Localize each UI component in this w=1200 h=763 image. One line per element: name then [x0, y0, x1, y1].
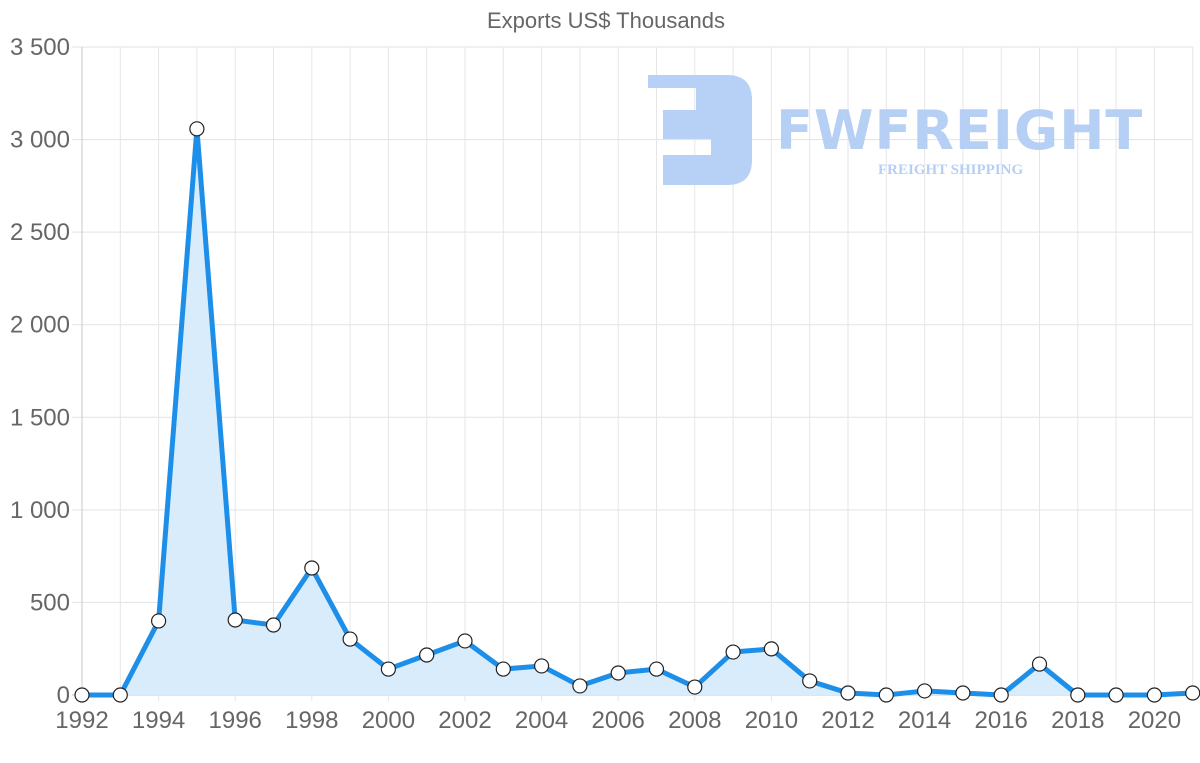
y-tick-label: 500	[30, 589, 70, 616]
y-axis-ticks: 0 500 1 000 1 500 2 000 2 500 3 000 3 500	[10, 34, 70, 709]
data-point-1992[interactable]	[74, 687, 90, 703]
data-point-2001[interactable]	[419, 647, 435, 663]
data-point-1997[interactable]	[265, 617, 282, 633]
x-tick-label: 2004	[515, 707, 568, 734]
data-point-2020[interactable]	[1146, 687, 1163, 703]
data-point-1993[interactable]	[112, 687, 128, 703]
chart-title: Exports US$ Thousands	[486, 8, 726, 33]
y-tick-label: 1 500	[10, 404, 70, 431]
x-tick-label: 1998	[285, 707, 338, 734]
data-point-2006[interactable]	[610, 665, 626, 681]
y-tick-label: 2 000	[10, 312, 70, 339]
data-point-2015[interactable]	[955, 685, 971, 701]
x-tick-label: 2008	[668, 707, 721, 734]
x-tick-label: 2020	[1128, 707, 1181, 734]
data-point-2012[interactable]	[840, 685, 856, 701]
data-point-2002[interactable]	[457, 633, 473, 649]
data-point-2018[interactable]	[1070, 687, 1086, 703]
data-points	[74, 121, 1200, 703]
data-point-2005[interactable]	[572, 678, 588, 694]
x-tick-label: 2002	[438, 707, 491, 734]
data-point-2011[interactable]	[802, 673, 818, 689]
data-point-2000[interactable]	[380, 661, 396, 677]
data-point-2007[interactable]	[648, 661, 665, 677]
data-point-2010[interactable]	[763, 641, 780, 657]
x-tick-label: 2018	[1051, 707, 1104, 734]
y-tick-label: 3 500	[10, 34, 70, 61]
data-point-2008[interactable]	[687, 679, 703, 695]
y-tick-label: 0	[57, 682, 70, 709]
data-point-1998[interactable]	[304, 560, 320, 576]
x-tick-label: 2006	[592, 707, 645, 734]
x-tick-label: 2010	[745, 707, 798, 734]
x-tick-label: 2012	[821, 707, 874, 734]
y-tick-label: 3 000	[10, 127, 70, 154]
data-point-2014[interactable]	[916, 683, 933, 699]
x-tick-label: 1992	[55, 707, 108, 734]
data-point-2016[interactable]	[993, 687, 1009, 703]
data-point-2017[interactable]	[1031, 656, 1048, 672]
data-point-2019[interactable]	[1108, 687, 1124, 703]
x-tick-label: 2014	[898, 707, 951, 734]
x-tick-label: 1994	[132, 707, 185, 734]
x-tick-label: 1996	[209, 707, 262, 734]
y-tick-label: 2 500	[10, 219, 70, 246]
data-line	[79, 126, 1196, 698]
x-tick-label: 2016	[975, 707, 1028, 734]
data-point-1994[interactable]	[151, 613, 167, 629]
watermark-brand: FWFREIGHT	[776, 99, 1143, 162]
y-tick-label: 1 000	[10, 497, 70, 524]
x-axis-ticks: 1992 1994 1996 1998 2000 2002 2004 2006 2008 2010…	[55, 707, 1181, 734]
data-point-2021[interactable]	[1185, 685, 1200, 701]
data-point-2004[interactable]	[533, 658, 550, 674]
watermark-tagline: FREIGHT SHIPPING	[878, 162, 1023, 178]
data-point-1999[interactable]	[342, 631, 358, 647]
data-point-1996[interactable]	[227, 612, 243, 628]
data-point-2009[interactable]	[725, 644, 741, 660]
brand-logo-icon	[648, 75, 752, 185]
watermark-logo: FWFREIGHT FREIGHT SHIPPING	[648, 75, 1143, 185]
x-tick-label: 2000	[362, 707, 415, 734]
data-point-2013[interactable]	[878, 687, 894, 703]
area-fill	[82, 128, 1193, 696]
data-point-2003[interactable]	[495, 661, 511, 677]
data-point-1995[interactable]	[189, 121, 205, 137]
